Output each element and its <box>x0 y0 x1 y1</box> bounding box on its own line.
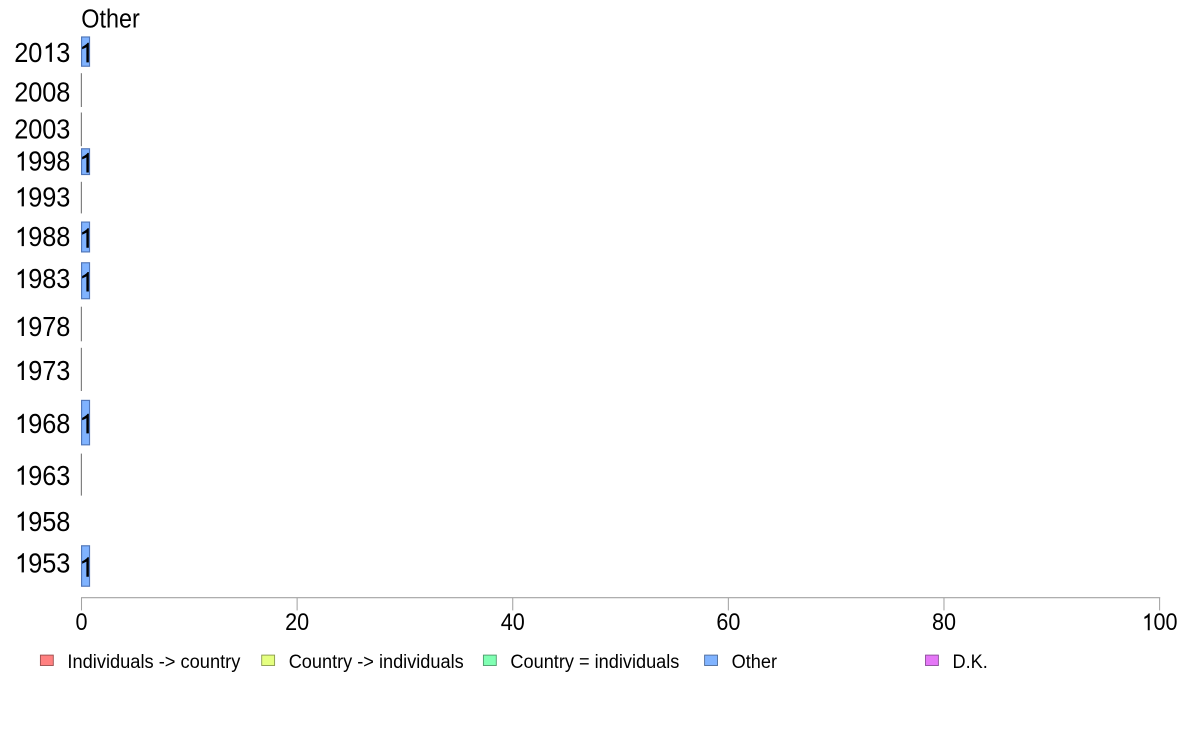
svg-text:40: 40 <box>501 609 525 636</box>
svg-text:9: 9 <box>28 146 42 177</box>
svg-text:0: 0 <box>42 77 56 108</box>
svg-text:8: 8 <box>56 146 70 177</box>
svg-text:9: 9 <box>28 221 42 252</box>
svg-text:9: 9 <box>28 311 42 342</box>
svg-text:3: 3 <box>56 263 70 294</box>
svg-text:3: 3 <box>56 37 70 68</box>
svg-text:80: 80 <box>932 609 956 636</box>
svg-text:9: 9 <box>28 355 42 386</box>
svg-text:2: 2 <box>14 37 28 68</box>
svg-text:7: 7 <box>42 355 56 386</box>
svg-text:8: 8 <box>56 311 70 342</box>
svg-text:Other: Other <box>732 652 778 673</box>
svg-text:8: 8 <box>42 263 56 294</box>
svg-text:3: 3 <box>56 181 70 212</box>
svg-text:5: 5 <box>42 547 56 578</box>
svg-text:00: 00 <box>1154 609 1178 636</box>
svg-text:9: 9 <box>42 146 56 177</box>
svg-text:D.K.: D.K. <box>953 652 988 673</box>
svg-text:8: 8 <box>56 506 70 537</box>
svg-text:Other: Other <box>81 5 140 33</box>
svg-text:8: 8 <box>56 221 70 252</box>
svg-text:9: 9 <box>28 263 42 294</box>
svg-text:0: 0 <box>28 113 42 144</box>
svg-text:60: 60 <box>716 609 740 636</box>
svg-text:3: 3 <box>56 547 70 578</box>
svg-text:8: 8 <box>56 408 70 439</box>
svg-text:0: 0 <box>42 113 56 144</box>
svg-text:0: 0 <box>28 77 42 108</box>
svg-text:9: 9 <box>28 408 42 439</box>
svg-text:20: 20 <box>285 609 309 636</box>
svg-text:5: 5 <box>42 506 56 537</box>
svg-text:Individuals -> country: Individuals -> country <box>67 652 240 673</box>
svg-text:2: 2 <box>14 77 28 108</box>
svg-text:6: 6 <box>42 408 56 439</box>
svg-text:Country = individuals: Country = individuals <box>510 652 679 673</box>
svg-text:3: 3 <box>56 355 70 386</box>
svg-text:9: 9 <box>28 181 42 212</box>
svg-text:9: 9 <box>42 181 56 212</box>
svg-text:6: 6 <box>42 460 56 491</box>
svg-text:2: 2 <box>14 113 28 144</box>
svg-text:9: 9 <box>28 460 42 491</box>
svg-text:3: 3 <box>56 113 70 144</box>
svg-text:0: 0 <box>76 609 88 636</box>
svg-text:8: 8 <box>42 221 56 252</box>
svg-text:9: 9 <box>28 547 42 578</box>
svg-text:7: 7 <box>42 311 56 342</box>
svg-text:3: 3 <box>56 460 70 491</box>
svg-text:0: 0 <box>28 37 42 68</box>
svg-text:9: 9 <box>28 506 42 537</box>
svg-text:Country -> individuals: Country -> individuals <box>289 652 464 673</box>
svg-text:8: 8 <box>56 77 70 108</box>
